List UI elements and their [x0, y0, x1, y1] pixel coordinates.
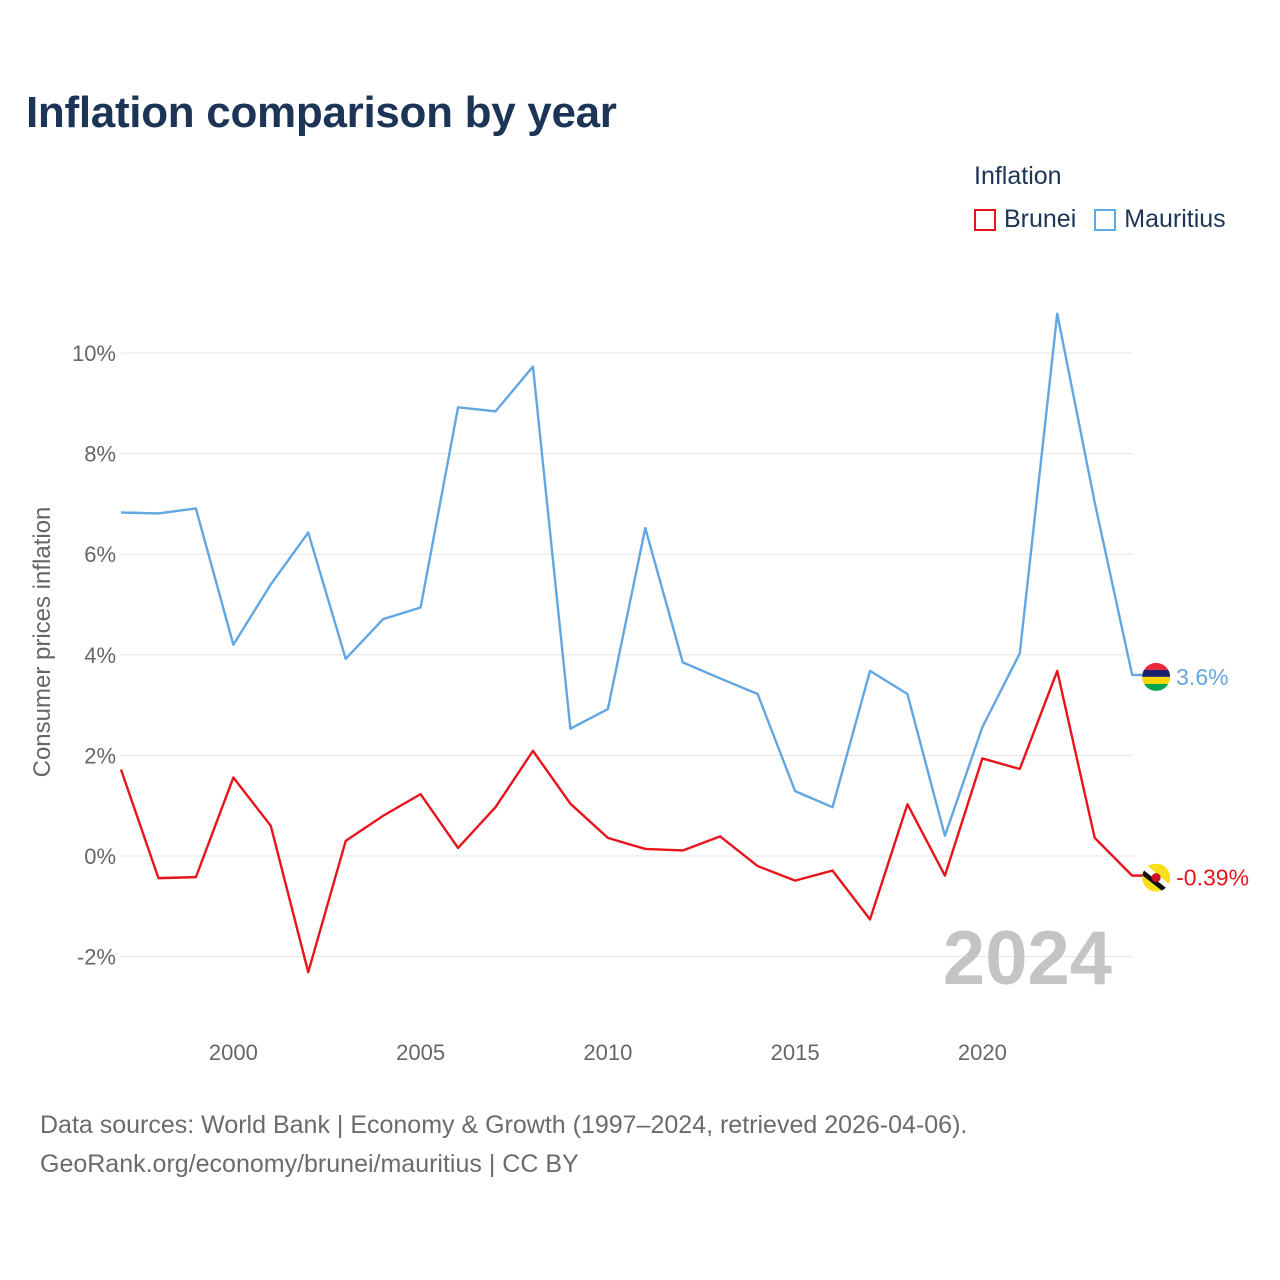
- y-axis-ticks: -2% 0% 2% 4% 6% 8% 10%: [72, 341, 116, 970]
- x-tick-label: 2020: [958, 1040, 1007, 1065]
- legend: Inflation Brunei Mauritius: [974, 162, 1226, 234]
- year-watermark: 2024: [943, 916, 1112, 1001]
- series-line-brunei[interactable]: [119, 669, 1157, 974]
- footer-source: Data sources: World Bank | Economy & Gro…: [40, 1111, 968, 1139]
- series-lines: [119, 312, 1157, 974]
- legend-swatch-brunei: [974, 208, 996, 231]
- x-tick-label: 2005: [396, 1040, 445, 1065]
- y-tick-label: -2%: [77, 945, 116, 970]
- end-label-mauritius: 3.6%: [1176, 664, 1228, 690]
- y-tick-label: 2%: [84, 743, 116, 768]
- series-end-markers: -0.39% 3.6%: [1142, 662, 1249, 892]
- end-label-brunei: -0.39%: [1176, 865, 1249, 891]
- footer-link[interactable]: GeoRank.org/economy/brunei/mauritius | C…: [40, 1150, 579, 1178]
- series-line-mauritius[interactable]: [120, 312, 1157, 838]
- footer: Data sources: World Bank | Economy & Gro…: [40, 1106, 967, 1184]
- chart-title: Inflation comparison by year: [26, 88, 617, 137]
- y-axis-title: Consumer prices inflation: [29, 507, 56, 778]
- legend-title: Inflation: [974, 162, 1062, 190]
- x-axis-ticks: 2000 2005 2010 2015 2020: [209, 1040, 1007, 1065]
- legend-item-brunei[interactable]: Brunei: [974, 205, 1076, 234]
- y-tick-label: 4%: [84, 643, 116, 668]
- legend-label-mauritius: Mauritius: [1124, 205, 1226, 233]
- brunei-flag-icon: [1142, 863, 1171, 892]
- mauritius-flag-icon: [1142, 662, 1171, 691]
- x-tick-label: 2000: [209, 1040, 258, 1065]
- y-tick-label: 6%: [84, 542, 116, 567]
- x-tick-label: 2015: [771, 1040, 820, 1065]
- y-tick-label: 0%: [84, 844, 116, 869]
- y-tick-label: 8%: [84, 442, 116, 467]
- line-chart: -2% 0% 2% 4% 6% 8% 10% 2000 2005 2010 2015 2020 Co…: [29, 312, 1249, 1065]
- legend-label-brunei: Brunei: [1004, 205, 1077, 233]
- y-tick-label: 10%: [72, 341, 116, 366]
- x-tick-label: 2010: [583, 1040, 632, 1065]
- legend-swatch-mauritius: [1094, 208, 1117, 231]
- gridlines: [121, 352, 1133, 958]
- legend-item-mauritius[interactable]: Mauritius: [1094, 205, 1226, 234]
